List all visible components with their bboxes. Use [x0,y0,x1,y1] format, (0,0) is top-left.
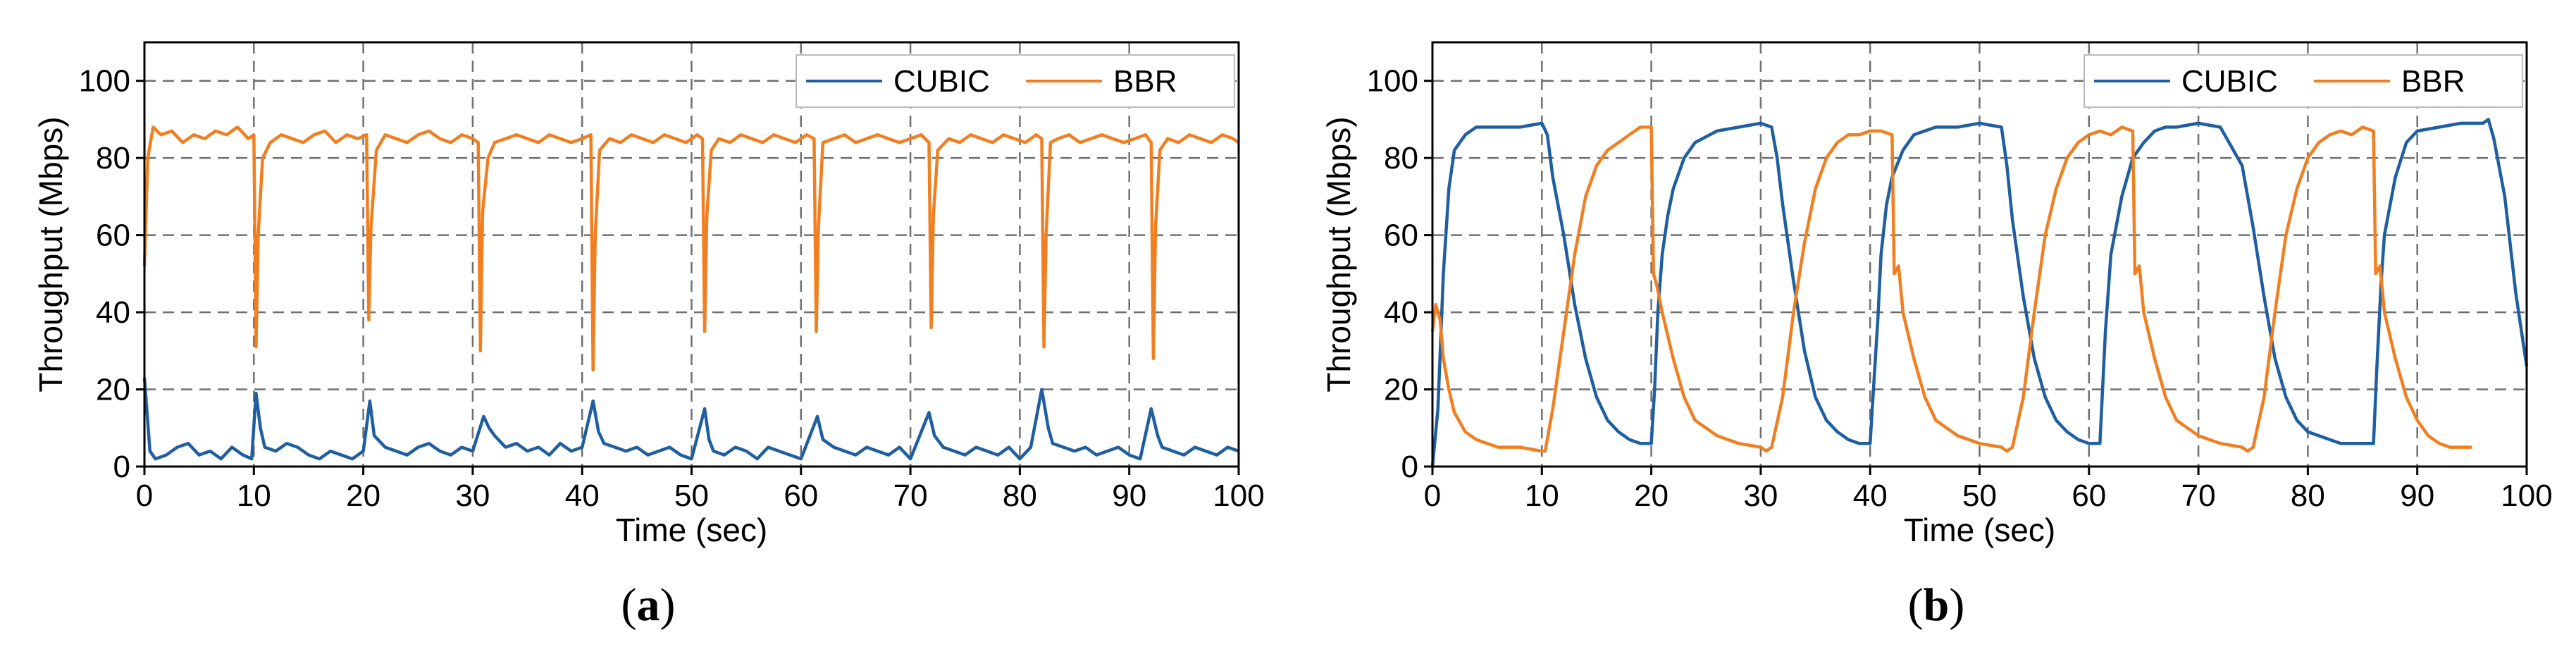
chart-a-xlabel: Time (sec) [616,512,768,548]
chart-b-xtick-label-50: 50 [1962,479,1997,513]
chart-b-ytick-label-0: 0 [1401,450,1418,484]
chart-a-ytick-label-100: 100 [79,64,130,99]
chart-b-series [1430,118,2529,467]
chart-b-legend-label-bbr: BBR [2401,64,2465,99]
chart-a-xtick-label-10: 10 [237,479,271,513]
chart-a-ticks: 0 10 20 30 40 50 60 70 80 90 100 0 20 40 60 80 100 [79,64,1265,513]
chart-b-xtick-label-90: 90 [2400,479,2434,513]
chart-a-legend-label-bbr: BBR [1113,64,1177,99]
chart-a-xtick-label-80: 80 [1003,479,1037,513]
chart-b-xlabel: Time (sec) [1904,512,2056,548]
chart-a-ytick-label-80: 80 [96,141,130,175]
chart-a-xtick-label-50: 50 [674,479,709,513]
chart-b-caption-letter: b [1924,579,1950,631]
chart-a-legend: CUBIC BBR [795,54,1235,108]
chart-b-ytick-label-80: 80 [1384,141,1418,175]
chart-b-xtick-label-30: 30 [1743,479,1778,513]
chart-b-xtick-label-10: 10 [1525,479,1559,513]
chart-a-xtick-label-0: 0 [136,479,153,513]
chart-a-xtick-label-60: 60 [784,479,818,513]
chart-b-ticks: 0 10 20 30 40 50 60 70 80 90 100 0 20 40 60 80 100 [1367,64,2553,513]
chart-b-legend-label-cubic: CUBIC [2181,64,2278,99]
chart-b-caption: (b) [1908,579,1965,631]
chart-b-series-cubic [1430,118,2529,467]
chart-b-series-bbr [1430,125,2472,453]
chart-b-xtick-label-60: 60 [2072,479,2106,513]
chart-a-grid [144,42,1239,467]
chart-a-xtick-label-70: 70 [893,479,928,513]
chart-a-series-cubic [142,377,1239,461]
chart-b-xtick-label-20: 20 [1634,479,1668,513]
chart-a-xtick-label-40: 40 [565,479,600,513]
chart-a-xtick-label-100: 100 [1213,479,1264,513]
chart-b-xtick-label-0: 0 [1424,479,1441,513]
chart-a-xtick-label-20: 20 [346,479,380,513]
chart-a-legend-label-cubic: CUBIC [893,64,990,99]
chart-a-ytick-label-0: 0 [113,450,130,484]
chart-a-xtick-label-90: 90 [1112,479,1146,513]
chart-b-ytick-label-60: 60 [1384,218,1418,253]
chart-b-grid [1432,42,2527,467]
chart-b-xtick-label-80: 80 [2291,479,2325,513]
chart-a-svg: 0 10 20 30 40 50 60 70 80 90 100 0 20 40 60 80 100 Time … [32,41,1265,631]
chart-a-series [142,125,1240,461]
chart-b-xtick-label-100: 100 [2501,479,2552,513]
chart-b-legend: CUBIC BBR [2083,54,2523,108]
chart-b-ytick-label-20: 20 [1384,373,1418,407]
chart-a-series-bbr [142,125,1240,372]
chart-b-svg: 0 10 20 30 40 50 60 70 80 90 100 0 20 40 60 80 100 Time … [1320,41,2553,631]
chart-a-ylabel: Throughput (Mbps) [32,116,69,392]
chart-b-xtick-label-70: 70 [2181,479,2216,513]
chart-b-ytick-label-100: 100 [1367,64,1418,99]
chart-panel-b: 0 10 20 30 40 50 60 70 80 90 100 0 20 40 60 80 100 Time … [1288,0,2576,654]
chart-a-xtick-label-30: 30 [455,479,490,513]
chart-a-ytick-label-40: 40 [96,295,130,330]
chart-a-ytick-label-20: 20 [96,373,130,407]
chart-a-ytick-label-60: 60 [96,218,130,253]
chart-b-xtick-label-40: 40 [1853,479,1888,513]
chart-a-caption-letter: a [637,579,660,631]
chart-b-ytick-label-40: 40 [1384,295,1418,330]
chart-b-ylabel: Throughput (Mbps) [1320,116,1357,392]
chart-a-caption: (a) [621,579,676,631]
chart-panel-a: 0 10 20 30 40 50 60 70 80 90 100 0 20 40 60 80 100 Time … [32,41,1265,631]
